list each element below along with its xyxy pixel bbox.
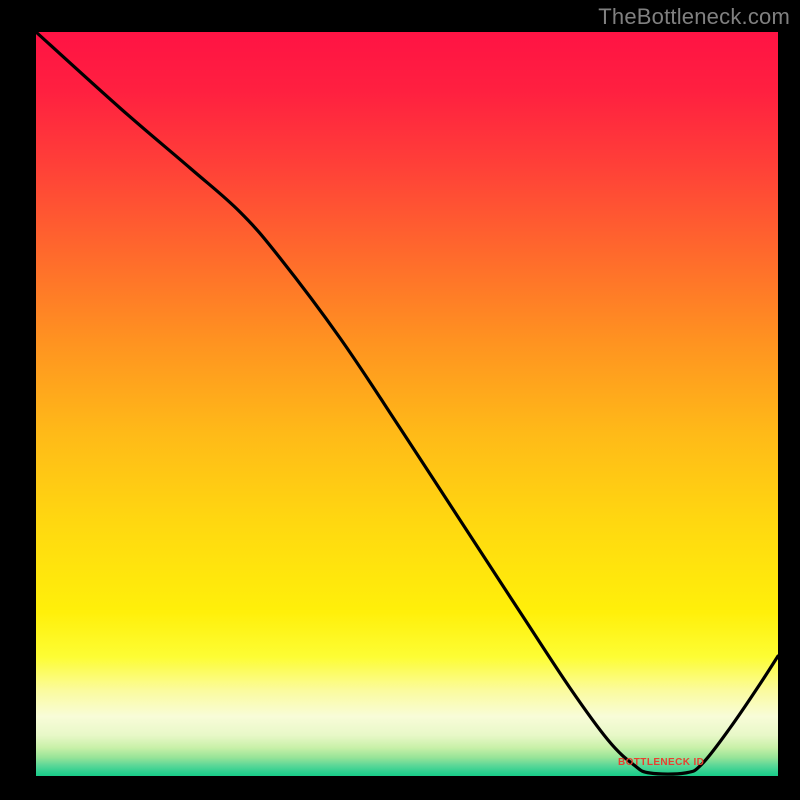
plot-area [36,32,778,776]
bottleneck-chart: BOTTLENECK ID [0,0,800,800]
watermark-text: TheBottleneck.com [598,4,790,30]
bottleneck-id-label: BOTTLENECK ID [618,757,704,768]
